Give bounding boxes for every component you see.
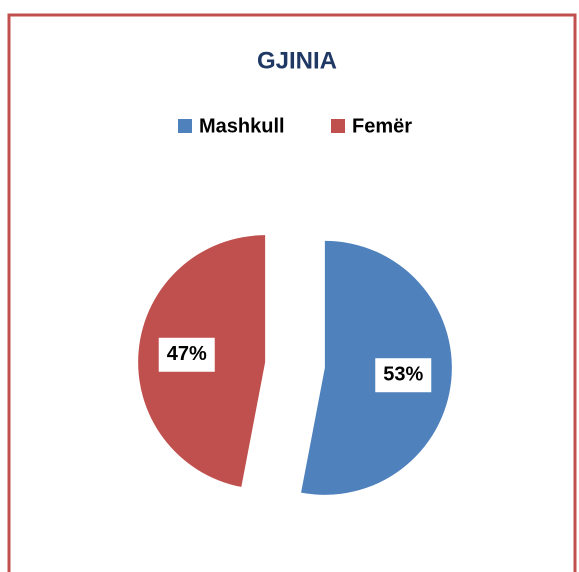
data-label-box xyxy=(375,358,432,393)
legend-swatch xyxy=(331,119,345,133)
data-label-box xyxy=(158,337,215,372)
chart-title: GJINIA xyxy=(257,47,337,74)
legend-label: Mashkull xyxy=(199,115,285,137)
data-label: 47% xyxy=(167,343,207,365)
legend-swatch xyxy=(178,119,192,133)
legend-label: Femër xyxy=(352,115,412,137)
chart-frame xyxy=(7,13,577,572)
data-label: 53% xyxy=(383,364,423,386)
